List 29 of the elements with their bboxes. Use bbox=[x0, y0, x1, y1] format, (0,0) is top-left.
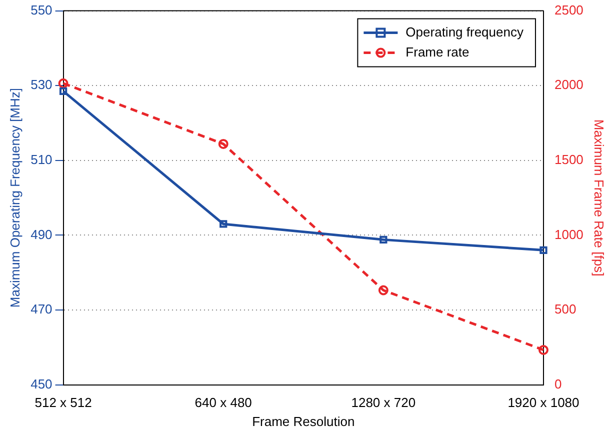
y-tick-label: 550 bbox=[30, 2, 52, 18]
legend-label: Frame rate bbox=[406, 44, 470, 60]
point bbox=[58, 78, 68, 88]
x-axis-title: Frame Resolution bbox=[252, 414, 355, 429]
point bbox=[378, 285, 388, 296]
y2-tick-label: 0 bbox=[554, 376, 562, 392]
y2-tick-label: 2500 bbox=[554, 2, 584, 18]
point bbox=[540, 246, 548, 254]
y-tick-label: 470 bbox=[30, 302, 52, 317]
y-tick-label: 530 bbox=[30, 77, 52, 92]
y-tick-label: 490 bbox=[30, 226, 52, 242]
y2-tick-label: 2000 bbox=[554, 77, 584, 92]
y2-axis-title: Maximum Frame Rate [fps] bbox=[592, 119, 607, 276]
y2-tick-label: 1000 bbox=[554, 226, 584, 242]
y2-tick-label: 1500 bbox=[554, 152, 584, 167]
point bbox=[220, 220, 228, 228]
point bbox=[380, 236, 388, 244]
point bbox=[218, 138, 228, 149]
x-tick-label: 1920 x 1080 bbox=[508, 395, 580, 410]
y2-tick-label: 500 bbox=[554, 302, 576, 317]
point bbox=[59, 87, 68, 96]
y-axis-title: Maximum Operating Frequency [MHz] bbox=[7, 88, 22, 308]
y-tick-label: 510 bbox=[30, 152, 52, 167]
x-tick-label: 1280 x 720 bbox=[351, 395, 416, 410]
x-tick-label: 640 x 480 bbox=[194, 395, 252, 410]
x-tick-label: 512 x 512 bbox=[34, 395, 92, 410]
legend-label: Operating frequency bbox=[406, 24, 524, 40]
point bbox=[538, 344, 548, 355]
y-tick-label: 450 bbox=[30, 376, 52, 392]
